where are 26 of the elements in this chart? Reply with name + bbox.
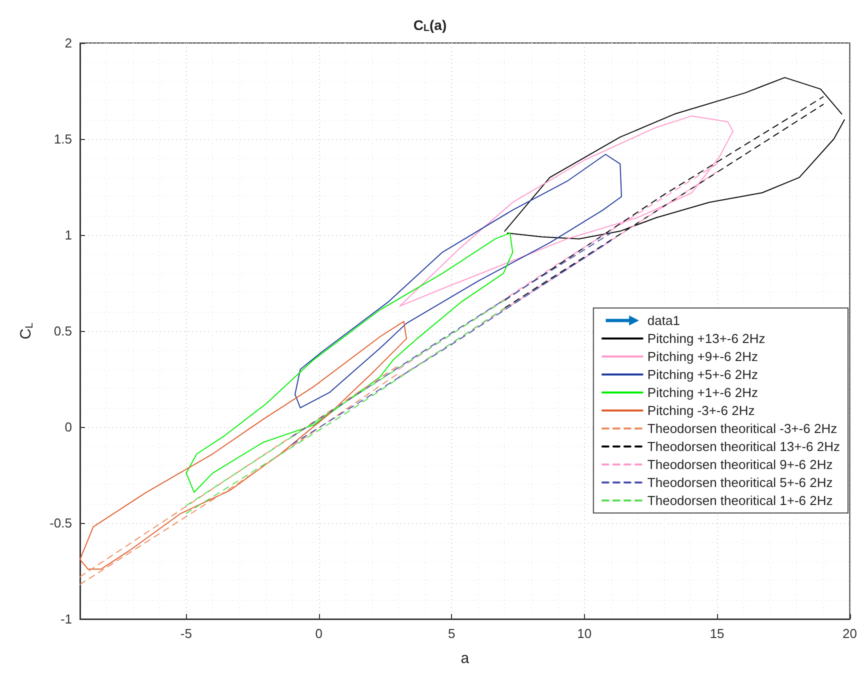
y-tick-label: 0.5 xyxy=(54,324,72,338)
y-tick-label: -0.5 xyxy=(50,516,72,530)
legend-label: Pitching +1+-6 2Hz xyxy=(647,385,758,400)
legend-label: Theodorsen theoritical -3+-6 2Hz xyxy=(647,421,838,436)
x-tick-label: 5 xyxy=(448,626,456,641)
x-tick-label: 15 xyxy=(710,626,724,641)
legend-label: Theodorsen theoritical 13+-6 2Hz xyxy=(647,439,840,454)
legend-label: Pitching +13+-6 2Hz xyxy=(647,331,766,346)
x-tick-label: -5 xyxy=(180,626,192,641)
legend-label: data1 xyxy=(647,313,680,328)
legend-label: Pitching -3+-6 2Hz xyxy=(647,403,755,418)
y-tick-label: 0 xyxy=(64,420,72,434)
legend-label: Pitching +9+-6 2Hz xyxy=(647,349,758,364)
x-tick-label: 10 xyxy=(577,626,592,641)
legend-label: Theodorsen theoritical 5+-6 2Hz xyxy=(647,475,833,490)
legend-label: Theodorsen theoritical 1+-6 2Hz xyxy=(647,493,833,508)
y-tick-label: 2 xyxy=(64,36,72,50)
legend-label: Pitching +5+-6 2Hz xyxy=(647,367,758,382)
y-tick-label: 1.5 xyxy=(54,132,72,146)
y-axis-title: CL xyxy=(18,322,36,340)
y-tick-label: 1 xyxy=(64,228,72,242)
y-tick-label: -1 xyxy=(60,612,72,626)
legend-label: Theodorsen theoritical 9+-6 2Hz xyxy=(647,457,833,472)
x-axis-title: a xyxy=(460,650,470,667)
x-tick-label: 20 xyxy=(842,626,858,641)
x-tick-label: 0 xyxy=(315,626,323,641)
